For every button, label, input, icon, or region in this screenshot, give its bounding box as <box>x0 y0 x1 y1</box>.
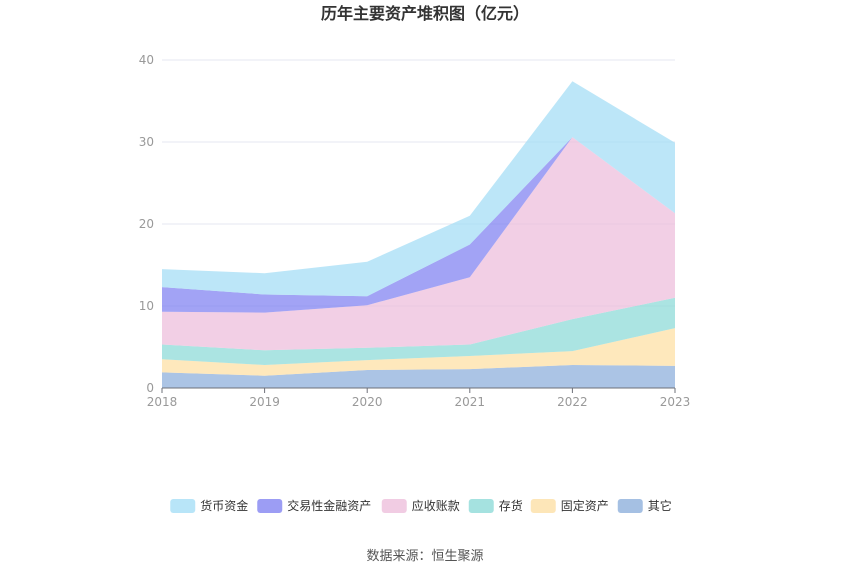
legend-label: 交易性金融资产 <box>287 498 371 513</box>
area-series-2 <box>162 297 675 365</box>
legend-swatch <box>530 499 556 513</box>
area-series-0 <box>162 365 675 388</box>
legend-label: 其它 <box>648 498 672 513</box>
legend-item: 固定资产 <box>530 498 609 513</box>
source-text: 数据来源：恒生聚源 <box>366 549 483 564</box>
y-tick-label: 30 <box>139 135 154 149</box>
legend-item: 交易性金融资产 <box>257 498 371 513</box>
legend-swatch <box>170 499 196 513</box>
x-tick-label: 2019 <box>249 395 280 409</box>
x-tick-label: 2020 <box>352 395 383 409</box>
area-series-1 <box>162 328 675 376</box>
x-tick-label: 2018 <box>147 395 178 409</box>
x-tick-label: 2021 <box>455 395 486 409</box>
legend-label: 应收账款 <box>412 498 460 513</box>
stacked-areas <box>162 81 675 388</box>
legend-label: 货币资金 <box>200 498 248 513</box>
legend-item: 货币资金 <box>170 498 248 513</box>
legend: 货币资金 交易性金融资产 应收账款 存货 固定资产 其它 <box>170 498 672 513</box>
legend-label: 存货 <box>499 498 523 513</box>
x-tick-label: 2022 <box>557 395 588 409</box>
legend-swatch <box>468 499 494 513</box>
legend-item: 其它 <box>617 498 672 513</box>
legend-item: 存货 <box>468 498 523 513</box>
area-series-3 <box>162 137 675 351</box>
chart-title: 历年主要资产堆积图（亿元） <box>321 4 529 23</box>
x-tick-label: 2023 <box>660 395 691 409</box>
y-tick-label: 40 <box>139 53 154 67</box>
area-series-5 <box>162 81 675 297</box>
legend-swatch <box>257 499 283 513</box>
y-tick-label: 0 <box>146 381 154 395</box>
legend-swatch <box>381 499 407 513</box>
area-series-4 <box>162 137 675 313</box>
legend-item: 应收账款 <box>381 498 460 513</box>
y-tick-label: 20 <box>139 217 154 231</box>
legend-label: 固定资产 <box>561 498 609 513</box>
legend-swatch <box>617 499 643 513</box>
axes: 0 10 20 30 40 2018 2019 2020 2021 2022 2023 <box>139 53 691 409</box>
y-tick-label: 10 <box>139 299 154 313</box>
